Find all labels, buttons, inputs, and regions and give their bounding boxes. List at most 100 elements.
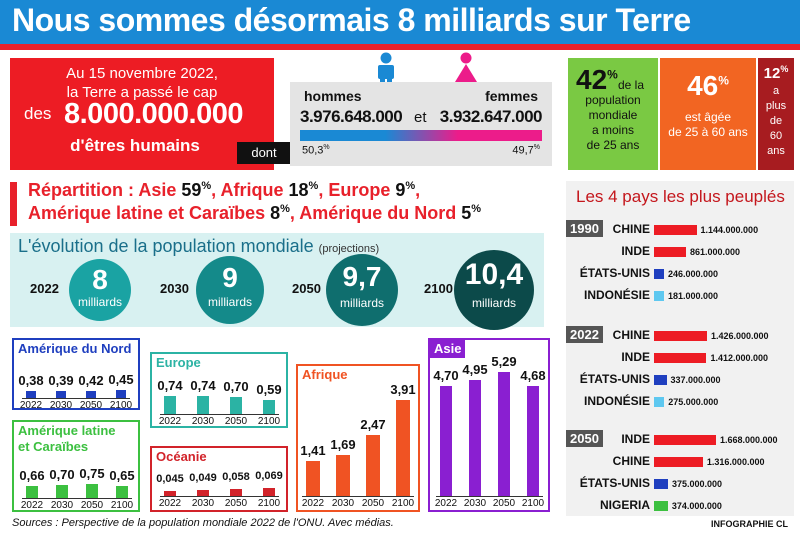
evolution-circle: 10,4 milliards (454, 250, 534, 330)
region-axis (160, 414, 279, 415)
region-value-label: 0,058 (222, 471, 250, 484)
region-value-label: 0,069 (255, 470, 283, 482)
repartition-pct: % (280, 203, 290, 215)
region-bar (164, 396, 176, 414)
repartition-text: Répartition : Asie (28, 180, 182, 200)
age-text-line: de (769, 115, 783, 127)
region-year-label: 2030 (50, 500, 74, 511)
country-value: 181.000.000 (668, 291, 719, 301)
age-text-line: 60 (769, 130, 783, 142)
region-bar (469, 379, 481, 496)
country-bar (654, 331, 707, 341)
year-tag: 1990 (566, 220, 603, 237)
region-year-label: 2050 (224, 498, 248, 509)
region-value-label: 0,049 (189, 472, 217, 485)
region-axis (22, 498, 132, 499)
women-value: 3.932.647.000 (439, 107, 543, 126)
age-25-60-panel: 46% est âgée de 25 à 60 ans (660, 58, 756, 170)
region-year-label: 2022 (301, 498, 325, 509)
evolution-circle: 9,7 milliards (326, 254, 398, 326)
country-name: ÉTATS-UNIS (579, 476, 650, 490)
country-value: 275.000.000 (668, 397, 719, 407)
age-text-line: de 25 ans (586, 138, 640, 152)
age-text-line: a moins (591, 123, 635, 137)
repartition-pct: % (201, 180, 212, 192)
repartition-marker (10, 182, 17, 226)
country-name: CHINE (612, 222, 650, 236)
age-text-line: est âgée (684, 110, 732, 124)
region-axis (22, 398, 130, 399)
country-value: 246.000.000 (668, 269, 719, 279)
age-25-60-text: est âgée de 25 à 60 ans (660, 110, 756, 140)
country-value: 337.000.000 (670, 375, 721, 385)
region-year-label: 2030 (191, 416, 215, 427)
repartition-text: , (415, 180, 421, 200)
age-over60-pct: 12% (763, 64, 789, 82)
region-year-label: 2100 (257, 416, 281, 427)
age-text-line: a (772, 85, 780, 97)
top-countries-title: Les 4 pays les plus peuplés (576, 187, 785, 206)
country-value: 375.000.000 (671, 479, 722, 489)
region-year-label: 2100 (521, 498, 545, 509)
gender-et: et (414, 109, 427, 126)
cap-line2: la Terre a passé le cap (66, 84, 218, 101)
country-bar (654, 353, 707, 363)
region-box: Océanie (150, 446, 288, 512)
region-bar (116, 390, 126, 398)
region-title: Europe (156, 355, 201, 370)
country-bar (654, 247, 686, 257)
age-25-60-pct: 46% (687, 70, 729, 101)
region-bar (366, 435, 380, 496)
region-title: Asie (430, 340, 466, 358)
country-value: 1.426.000.000 (711, 331, 769, 341)
region-value-label: 5,29 (491, 354, 517, 369)
region-bar (263, 488, 275, 496)
region-bar (56, 484, 68, 498)
country-bar (654, 375, 667, 385)
region-title: Océanie (156, 449, 207, 464)
country-bar (654, 269, 664, 279)
region-value-label: 0,75 (79, 466, 105, 481)
footer-sources: Sources : Perspective de la population m… (12, 517, 394, 529)
region-year-label: 2022 (434, 498, 458, 509)
region-year-label: 2050 (224, 416, 248, 427)
region-value-label: 0,74 (157, 378, 183, 393)
region-value-label: 0,38 (18, 373, 44, 389)
country-bar (654, 457, 703, 467)
region-year-label: 2050 (361, 498, 385, 509)
region-value-label: 4,68 (520, 368, 546, 384)
repartition-pct: % (471, 203, 482, 215)
region-value-label: 0,66 (19, 467, 45, 483)
region-value-label: 0,70 (223, 378, 249, 394)
region-bar (336, 454, 350, 496)
evolution-title: L'évolution de la population mondiale (p… (18, 236, 380, 256)
region-bar (527, 386, 539, 496)
region-title-line: et Caraïbes (18, 439, 89, 454)
region-year-label: 2030 (49, 400, 73, 411)
repartition-value: 8 (270, 203, 281, 223)
region-bar (86, 390, 96, 398)
age-under25-text: de la population mondiale a moins de 25 ans (568, 78, 658, 153)
region-bar (116, 485, 128, 498)
cap-des: des (24, 104, 52, 123)
age-text-line: de la (617, 78, 645, 92)
region-value-label: 4,95 (462, 361, 488, 377)
region-value-label: 0,74 (190, 378, 216, 393)
footer (0, 516, 800, 533)
women-label: femmes (485, 88, 538, 104)
region-year-label: 2100 (257, 498, 281, 509)
age-over60-panel: 12% a plus de 60 ans (758, 58, 794, 170)
repartition-value: 59 (181, 180, 202, 200)
page-title: Nous sommes désormais 8 milliards sur Te… (12, 2, 691, 38)
country-value: 1.316.000.000 (706, 457, 765, 467)
region-year-label: 2050 (80, 500, 104, 511)
country-bar (654, 291, 664, 301)
age-text-line: population (585, 93, 641, 107)
country-name: INDONÉSIE (583, 288, 650, 302)
country-name: INDE (621, 350, 650, 364)
evolution-circle: 8 milliards (69, 259, 131, 321)
year-tag: 2022 (566, 326, 603, 343)
region-year-label: 2022 (20, 500, 44, 511)
year-tag: 2050 (566, 430, 603, 447)
country-bar (654, 479, 668, 489)
